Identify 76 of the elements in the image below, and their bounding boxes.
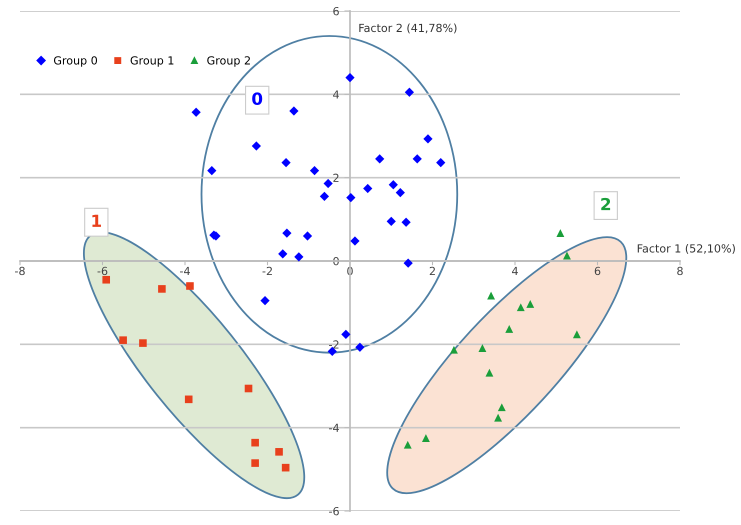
- legend-label: Group 0: [54, 56, 98, 67]
- y-tick-label: -6: [329, 506, 339, 516]
- point: [516, 303, 525, 312]
- point: [498, 403, 506, 412]
- y-tick-label: -4: [329, 424, 339, 432]
- x-tick-label: -4: [180, 266, 190, 275]
- point: [320, 192, 330, 202]
- point: [302, 231, 312, 241]
- point: [487, 292, 496, 300]
- point: [282, 228, 292, 238]
- point: [275, 448, 283, 456]
- x-tick-label: 2: [430, 266, 435, 275]
- annotation: 0: [252, 92, 262, 106]
- point: [102, 276, 110, 284]
- point: [422, 434, 430, 442]
- point: [375, 154, 384, 164]
- x-tick-label: -2: [262, 266, 272, 275]
- point: [192, 108, 201, 117]
- point: [207, 166, 216, 176]
- y-tick-label: -2: [329, 340, 338, 349]
- point: [478, 344, 486, 352]
- legend-label: Group 2: [207, 56, 250, 67]
- x-tick-label: 8: [677, 266, 683, 276]
- point: [260, 296, 270, 306]
- point: [345, 73, 355, 82]
- point: [355, 342, 365, 352]
- point: [412, 154, 422, 164]
- point: [450, 346, 458, 354]
- point: [184, 396, 193, 404]
- point: [251, 459, 259, 467]
- point: [505, 324, 514, 333]
- x-tick-label: -6: [98, 266, 108, 276]
- point: [119, 336, 127, 344]
- point: [341, 330, 350, 339]
- point: [401, 218, 411, 227]
- point: [556, 229, 564, 238]
- point: [158, 285, 166, 293]
- point: [404, 88, 414, 97]
- point: [386, 216, 396, 226]
- point: [436, 158, 446, 168]
- x-tick-label: 4: [512, 266, 518, 275]
- point: [404, 440, 412, 449]
- point: [278, 249, 288, 259]
- y-axis-title: Factor 2 (41,78%): [359, 24, 456, 34]
- point: [294, 252, 304, 262]
- point: [310, 166, 320, 176]
- point: [346, 193, 356, 202]
- point: [423, 134, 433, 144]
- x-axis-title: Factor 1 (52,10%): [638, 244, 735, 254]
- point: [282, 464, 290, 472]
- x-tick-label: 6: [594, 266, 600, 276]
- x-tick-label: -8: [15, 266, 25, 276]
- point: [186, 282, 194, 290]
- point: [572, 330, 581, 338]
- point: [494, 414, 502, 422]
- point: [404, 258, 413, 268]
- annotation: 1: [92, 214, 101, 227]
- y-tick-label: 6: [333, 6, 339, 16]
- point: [363, 184, 372, 194]
- point: [139, 339, 147, 347]
- point: [281, 158, 291, 168]
- point: [396, 188, 405, 198]
- point: [324, 178, 333, 188]
- point: [251, 438, 259, 446]
- point: [252, 141, 261, 151]
- point: [244, 384, 252, 392]
- point: [289, 106, 299, 116]
- point: [388, 180, 398, 190]
- point: [350, 236, 360, 246]
- point: [485, 368, 494, 377]
- point: [563, 252, 571, 260]
- legend-label: Group 1: [130, 56, 174, 67]
- y-tick-label: 4: [333, 90, 339, 99]
- y-tick-label: 2: [333, 174, 338, 182]
- annotation: 2: [601, 198, 610, 210]
- point: [526, 300, 534, 308]
